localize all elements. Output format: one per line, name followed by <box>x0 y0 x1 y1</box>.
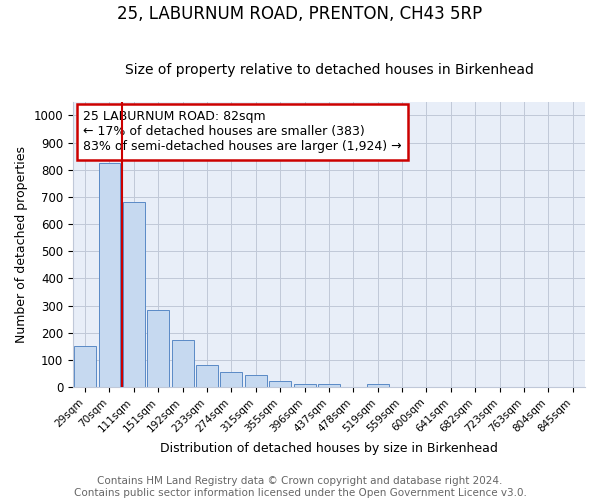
Bar <box>147 310 169 387</box>
Bar <box>98 163 121 387</box>
Title: Size of property relative to detached houses in Birkenhead: Size of property relative to detached ho… <box>125 63 533 77</box>
Y-axis label: Number of detached properties: Number of detached properties <box>15 146 28 343</box>
Bar <box>269 381 291 387</box>
Text: 25 LABURNUM ROAD: 82sqm
← 17% of detached houses are smaller (383)
83% of semi-d: 25 LABURNUM ROAD: 82sqm ← 17% of detache… <box>83 110 402 154</box>
Text: 25, LABURNUM ROAD, PRENTON, CH43 5RP: 25, LABURNUM ROAD, PRENTON, CH43 5RP <box>118 5 482 23</box>
Bar <box>245 376 267 387</box>
Bar <box>318 384 340 387</box>
Text: Contains HM Land Registry data © Crown copyright and database right 2024.
Contai: Contains HM Land Registry data © Crown c… <box>74 476 526 498</box>
Bar <box>367 384 389 387</box>
Bar <box>123 202 145 387</box>
Bar <box>220 372 242 387</box>
X-axis label: Distribution of detached houses by size in Birkenhead: Distribution of detached houses by size … <box>160 442 498 455</box>
Bar <box>172 340 194 387</box>
Bar <box>293 384 316 387</box>
Bar <box>74 346 96 387</box>
Bar <box>196 366 218 387</box>
